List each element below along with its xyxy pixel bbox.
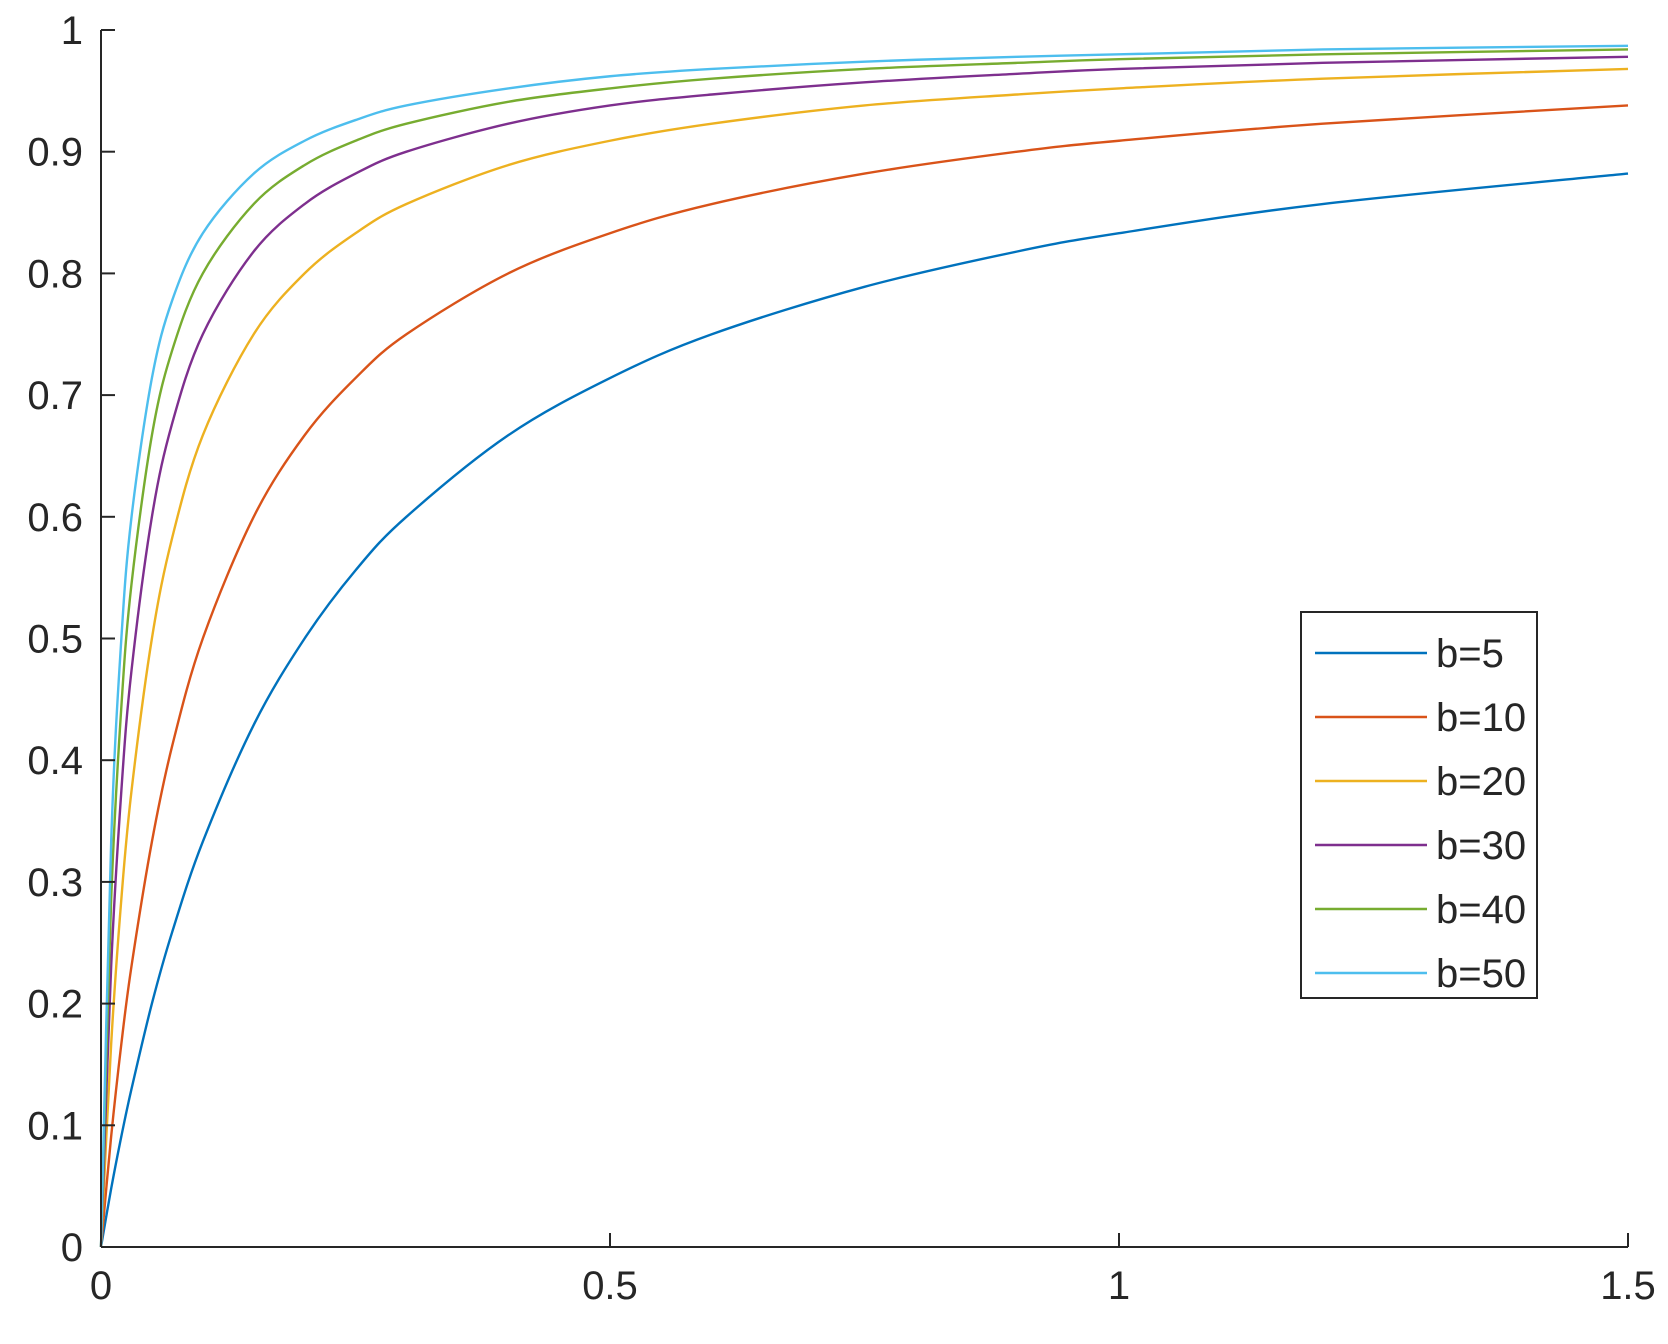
series-line-3 <box>99 67 1629 1248</box>
legend-label: b=30 <box>1436 824 1526 868</box>
legend-label: b=5 <box>1436 632 1504 676</box>
y-tick-label: 1 <box>61 9 83 53</box>
series-line-6 <box>99 44 1629 1248</box>
plot-lines <box>99 44 1629 1248</box>
y-tick-label: 0.8 <box>27 252 83 296</box>
y-tick-label: 0.3 <box>27 861 83 905</box>
x-tick-label: 1 <box>1108 1264 1130 1308</box>
y-tick-label: 0.1 <box>27 1104 83 1148</box>
legend-label: b=50 <box>1436 952 1526 996</box>
y-tick-label: 0.6 <box>27 496 83 540</box>
series-line-1 <box>99 172 1629 1248</box>
series-line-2 <box>99 104 1629 1248</box>
y-tick-label: 0.5 <box>27 618 83 662</box>
y-tick-label: 0.9 <box>27 131 83 175</box>
legend: b=5 b=10 b=20 b=30 b=40 b=50 <box>1300 611 1538 999</box>
series-line-5 <box>99 48 1629 1248</box>
x-tick-label: 1.5 <box>1600 1264 1656 1308</box>
y-tick-label: 0.7 <box>27 374 83 418</box>
legend-label: b=40 <box>1436 888 1526 932</box>
y-tick-label: 0.2 <box>27 983 83 1027</box>
series-line-4 <box>99 55 1629 1248</box>
legend-box <box>1300 611 1538 999</box>
y-tick-label: 0.4 <box>27 739 83 783</box>
y-tick-label: 0 <box>61 1226 83 1270</box>
x-tick-label: 0.5 <box>582 1264 638 1308</box>
legend-label: b=10 <box>1436 696 1526 740</box>
axes: 0 0.5 1 1.5 0 0.1 0.2 0.3 0.4 0.5 0.6 0.7 0.8 0.9 1 <box>27 9 1655 1308</box>
x-tick-label: 0 <box>90 1264 112 1308</box>
legend-label: b=20 <box>1436 760 1526 804</box>
